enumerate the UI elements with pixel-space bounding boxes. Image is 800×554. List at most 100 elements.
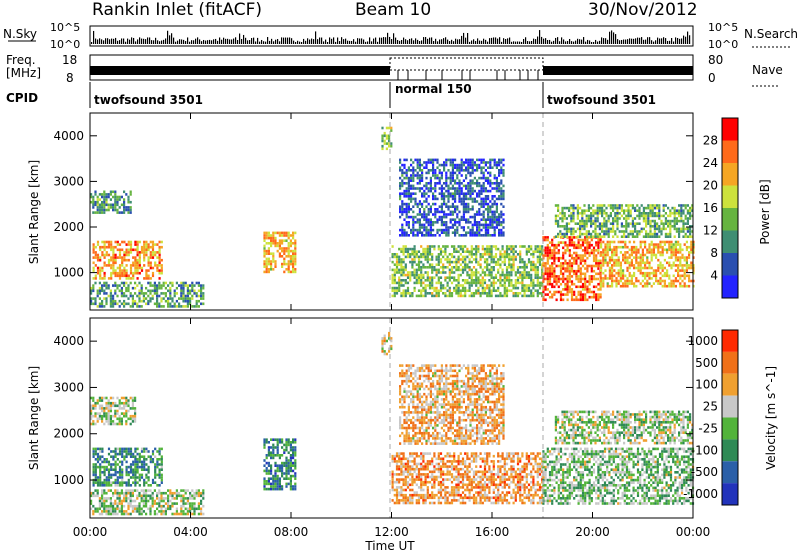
data-cell [666, 274, 669, 278]
data-cell [413, 273, 416, 277]
data-cell [548, 275, 552, 278]
data-cell [399, 195, 402, 198]
data-cell [418, 161, 421, 164]
data-cell [464, 268, 467, 272]
data-cell [92, 473, 95, 477]
data-cell [451, 166, 454, 169]
data-cell [110, 484, 113, 487]
data-cell [405, 192, 408, 195]
data-cell [494, 255, 498, 259]
data-cell [605, 212, 608, 215]
data-cell [96, 491, 99, 495]
data-cell [294, 242, 297, 245]
data-cell [138, 264, 141, 267]
data-cell [639, 256, 642, 259]
data-cell [684, 227, 687, 231]
data-cell [629, 214, 632, 218]
data-cell [597, 246, 600, 250]
data-cell [673, 214, 676, 218]
data-cell [490, 284, 493, 287]
data-cell [109, 422, 112, 426]
data-cell [114, 253, 117, 257]
data-cell [129, 190, 132, 194]
data-cell [407, 208, 410, 211]
data-cell [606, 261, 609, 265]
data-cell [607, 227, 610, 231]
data-cell [628, 240, 631, 244]
data-cell [123, 206, 126, 209]
data-cell [541, 250, 544, 253]
data-cell [149, 256, 152, 259]
data-cell [599, 295, 602, 299]
data-cell [691, 204, 694, 207]
data-cell [568, 254, 571, 257]
data-cell [588, 264, 591, 268]
data-cell [651, 209, 654, 212]
data-cell [134, 396, 137, 400]
data-cell [500, 189, 503, 193]
data-cell [294, 239, 297, 242]
data-cell [391, 260, 394, 264]
data-cell [191, 286, 194, 290]
data-cell [534, 273, 537, 277]
data-cell [178, 305, 181, 308]
data-cell [674, 243, 677, 246]
data-cell [616, 225, 619, 228]
data-cell [118, 289, 121, 293]
data-cell [461, 255, 465, 259]
data-cell [542, 298, 545, 302]
data-cell [448, 294, 451, 298]
data-cell [498, 182, 501, 185]
data-cell [202, 302, 205, 306]
data-cell [653, 206, 656, 210]
data-cell [427, 161, 430, 164]
data-cell [424, 292, 427, 295]
data-cell [129, 484, 133, 487]
data-cell [440, 221, 443, 224]
data-cell [428, 279, 432, 282]
data-cell [158, 450, 161, 453]
noise-bar [625, 39, 627, 44]
data-cell [575, 236, 578, 239]
data-cell [464, 289, 467, 292]
data-cell [639, 261, 642, 265]
data-cell [671, 212, 674, 215]
data-cell [403, 158, 406, 162]
colorbar-tick-label: 12 [703, 224, 718, 238]
data-cell [407, 223, 410, 227]
data-cell [675, 212, 678, 215]
data-cell [503, 253, 506, 256]
data-cell [490, 255, 493, 259]
data-cell [294, 255, 297, 258]
data-cell [587, 230, 590, 233]
data-cell [101, 240, 104, 244]
data-cell [595, 243, 598, 247]
data-cell [512, 260, 515, 264]
data-cell [103, 190, 106, 194]
data-cell [289, 244, 292, 248]
data-cell [635, 284, 638, 288]
data-cell [612, 204, 615, 207]
data-cell [631, 235, 634, 238]
data-cell [114, 284, 117, 287]
colorbar-tick-label: 4 [710, 269, 718, 283]
data-cell [105, 417, 108, 421]
data-cell [400, 263, 403, 266]
data-cell [127, 289, 130, 293]
data-cell [94, 471, 97, 474]
data-cell [650, 258, 653, 262]
data-cell [561, 209, 564, 212]
data-cell [401, 174, 404, 177]
noise-bar [465, 37, 467, 44]
noise-bar [143, 38, 145, 44]
data-cell [267, 249, 270, 253]
data-cell [433, 247, 436, 251]
noise-bar [257, 37, 259, 44]
data-cell [107, 258, 111, 262]
data-cell [490, 281, 493, 285]
noise-bar [577, 38, 579, 44]
data-cell [401, 231, 404, 234]
data-cell [98, 203, 101, 207]
data-cell [691, 206, 694, 210]
data-cell [129, 476, 133, 479]
